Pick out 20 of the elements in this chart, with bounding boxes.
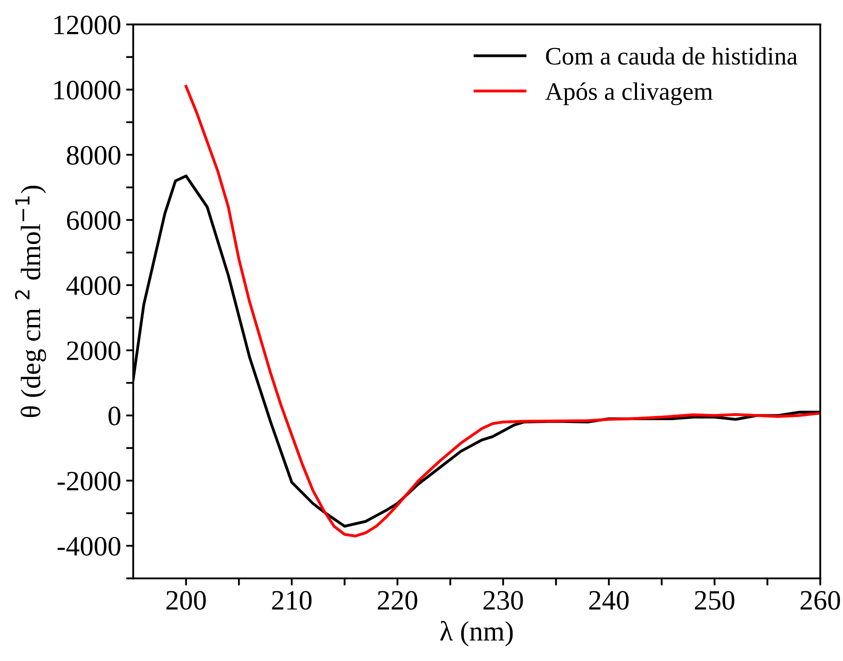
- y-tick-label: -2000: [58, 472, 120, 491]
- y-axis-title: θ (deg cm $^{2}$ dmol$^{−1}$): [15, 186, 46, 418]
- y-tick-label: -4000: [58, 536, 120, 556]
- y-tick-label: 4000: [66, 276, 120, 296]
- y-tick-label: 2000: [67, 341, 120, 360]
- x-axis-title: λ (nm): [440, 620, 513, 646]
- x-tick-label: 240: [589, 590, 629, 610]
- x-tick-label: 200: [166, 590, 206, 610]
- x-tick-label: 260: [800, 590, 840, 610]
- y-tick-label: 12000: [54, 16, 120, 34]
- y-tick-label: 0: [108, 406, 120, 426]
- x-tick-label: 210: [272, 590, 312, 610]
- legend-label: Com a cauda de histidina: [546, 47, 798, 65]
- legend-label: Após a clivagem: [545, 82, 713, 106]
- x-tick-label: 250: [694, 590, 734, 610]
- y-tick-label: 8000: [66, 146, 120, 165]
- x-tick-label: 230: [484, 590, 523, 610]
- y-tick-label: 10000: [54, 80, 120, 100]
- x-tick-label: 220: [378, 590, 418, 610]
- y-tick-label: 6000: [67, 211, 120, 230]
